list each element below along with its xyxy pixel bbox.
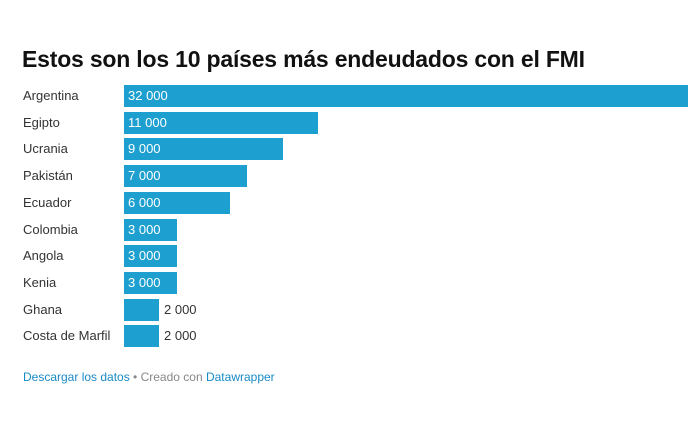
value-label: 7 000 [128, 168, 161, 183]
footer-credit-text: • Creado con [129, 370, 206, 384]
download-data-link[interactable]: Descargar los datos [23, 370, 130, 384]
value-label: 3 000 [128, 275, 161, 290]
category-label: Colombia [23, 222, 78, 237]
category-label: Kenia [23, 275, 57, 290]
category-label: Egipto [23, 115, 60, 130]
value-label: 2 000 [164, 302, 197, 317]
value-label: 32 000 [128, 88, 168, 103]
bar-kenia [124, 272, 177, 294]
chart-footer: Descargar los datos • Creado con Datawra… [23, 370, 275, 384]
value-label: 9 000 [128, 141, 161, 156]
value-label: 3 000 [128, 248, 161, 263]
bar-argentina [124, 85, 688, 107]
bar-ecuador [124, 192, 230, 214]
bar-ghana [124, 299, 159, 321]
category-label: Pakistán [23, 168, 73, 183]
value-label: 3 000 [128, 222, 161, 237]
bar-egipto [124, 112, 318, 134]
category-label: Ecuador [23, 195, 72, 210]
bar-angola [124, 245, 177, 267]
chart-title: Estos son los 10 países más endeudados c… [22, 46, 585, 72]
bar-colombia [124, 219, 177, 241]
datawrapper-link[interactable]: Datawrapper [205, 370, 275, 384]
category-label: Costa de Marfil [23, 328, 111, 343]
category-label: Argentina [23, 88, 79, 103]
value-label: 11 000 [128, 115, 167, 130]
category-label: Ucrania [23, 141, 68, 156]
bar-ucrania [124, 138, 283, 160]
value-label: 6 000 [128, 195, 161, 210]
category-label: Ghana [23, 302, 63, 317]
bar-costa-de-marfil [124, 325, 159, 347]
category-label: Angola [23, 248, 64, 263]
bar-pakistán [124, 165, 247, 187]
value-label: 2 000 [164, 328, 197, 343]
